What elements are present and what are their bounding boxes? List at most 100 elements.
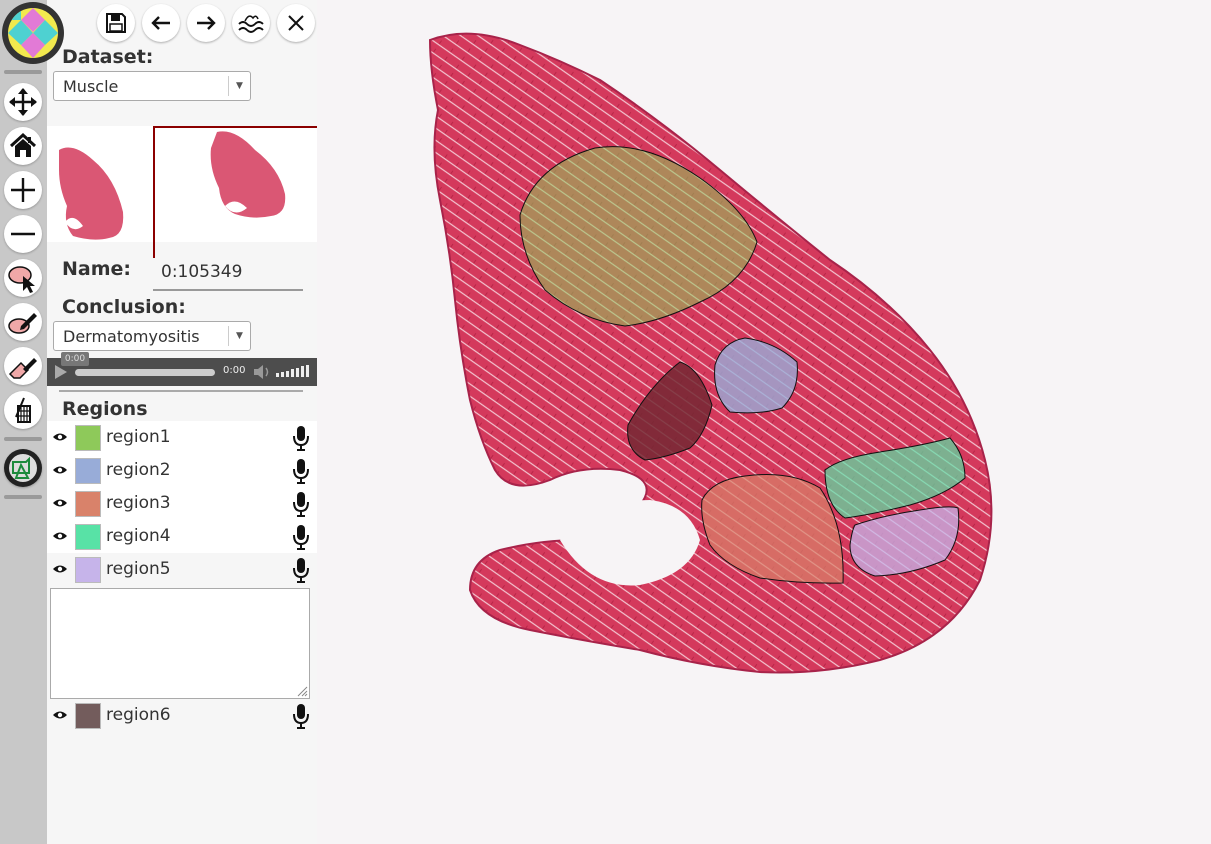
eye-icon[interactable] <box>52 709 68 721</box>
toolbar-divider <box>4 437 42 441</box>
regions-label: Regions <box>62 398 148 420</box>
volume-slider[interactable] <box>276 365 310 379</box>
name-underline <box>153 289 303 291</box>
eye-icon[interactable] <box>52 464 68 476</box>
dataset-label: Dataset: <box>62 46 154 68</box>
annotation-mode-icon <box>7 452 39 484</box>
microphone-icon[interactable] <box>293 425 309 451</box>
region-name[interactable]: region5 <box>106 559 171 579</box>
region-color-swatch[interactable] <box>75 703 101 729</box>
eye-icon[interactable] <box>52 563 68 575</box>
tissue-gap <box>560 500 700 586</box>
erase-region-icon <box>8 358 37 379</box>
logo-icon <box>5 5 61 61</box>
move-icon <box>9 88 37 116</box>
tissue-section <box>428 32 993 674</box>
home-button[interactable] <box>4 127 42 165</box>
region-color-swatch[interactable] <box>75 425 101 451</box>
close-icon <box>288 15 304 31</box>
conclusion-value: Dermatomyositis <box>63 327 200 346</box>
zoom-in-button[interactable] <box>4 171 42 209</box>
region6-annotation[interactable] <box>627 361 713 461</box>
section-divider <box>59 390 303 392</box>
audio-player: 0:00 0:00 <box>47 352 317 386</box>
audio-progress-bar[interactable] <box>75 369 215 376</box>
name-label: Name: <box>62 258 132 280</box>
slice-thumbnail[interactable] <box>53 142 133 246</box>
region-notes-textarea[interactable] <box>50 588 310 699</box>
zoom-out-icon <box>11 232 35 236</box>
region5-annotation[interactable] <box>849 506 960 577</box>
region-name[interactable]: region6 <box>106 705 171 725</box>
conclusion-label: Conclusion: <box>62 296 186 318</box>
eye-icon[interactable] <box>52 530 68 542</box>
name-value[interactable]: 0:105349 <box>161 262 243 282</box>
draw-region-icon <box>8 313 37 334</box>
measure-icon <box>15 397 31 423</box>
region-row[interactable]: region4 <box>47 520 317 553</box>
audio-tooltip: 0:00 <box>61 352 89 366</box>
toolbar <box>0 0 64 844</box>
microphone-icon[interactable] <box>293 524 309 550</box>
chevron-down-icon: ▼ <box>228 76 250 96</box>
ontology-button[interactable] <box>232 4 270 42</box>
undo-button[interactable] <box>142 4 180 42</box>
move-tool-button[interactable] <box>4 83 42 121</box>
erase-region-button[interactable] <box>4 347 42 385</box>
redo-icon <box>197 16 216 30</box>
eye-icon[interactable] <box>52 497 68 509</box>
region4-annotation[interactable] <box>824 437 966 519</box>
microphone-icon[interactable] <box>293 557 309 583</box>
region-row[interactable]: region3 <box>47 487 317 520</box>
name-row: Name: 0:105349 <box>47 256 317 292</box>
resize-grip-icon[interactable] <box>296 685 308 697</box>
region-color-swatch[interactable] <box>75 524 101 550</box>
region-color-swatch[interactable] <box>75 557 101 583</box>
region-name[interactable]: region4 <box>106 526 171 546</box>
draw-region-button[interactable] <box>4 303 42 341</box>
slice-thumbnails <box>47 126 319 258</box>
microphone-icon[interactable] <box>293 703 309 729</box>
region-row[interactable]: region1 <box>47 421 317 454</box>
zoom-in-icon <box>11 178 35 202</box>
play-icon[interactable] <box>52 363 70 381</box>
selected-slice-frame[interactable] <box>153 126 319 258</box>
region-row[interactable]: region6 <box>47 699 317 732</box>
chevron-down-icon: ▼ <box>228 326 250 346</box>
slice-thumbnail <box>210 131 286 218</box>
home-icon <box>9 132 37 157</box>
audio-time: 0:00 <box>223 365 246 376</box>
measure-button[interactable] <box>4 391 42 429</box>
region-row[interactable]: region5 <box>47 553 317 586</box>
select-region-button[interactable] <box>4 259 42 297</box>
eye-icon[interactable] <box>52 431 68 443</box>
microphone-icon[interactable] <box>293 458 309 484</box>
image-viewer[interactable] <box>317 0 1211 844</box>
region-name[interactable]: region1 <box>106 427 171 447</box>
undo-icon <box>151 16 170 30</box>
zoom-out-button[interactable] <box>4 215 42 253</box>
toolbar-divider <box>4 495 42 499</box>
region-color-swatch[interactable] <box>75 491 101 517</box>
region-name[interactable]: region2 <box>106 460 171 480</box>
region-name[interactable]: region3 <box>106 493 171 513</box>
dataset-select[interactable]: Muscle ▼ <box>53 71 251 101</box>
select-region-icon <box>8 266 35 293</box>
save-button[interactable] <box>97 4 135 42</box>
toolbar-divider <box>4 70 42 74</box>
logo-button[interactable] <box>2 2 64 64</box>
redo-button[interactable] <box>187 4 225 42</box>
region-color-swatch[interactable] <box>75 458 101 484</box>
region1-annotation[interactable] <box>519 146 758 327</box>
dataset-value: Muscle <box>63 77 119 96</box>
conclusion-select[interactable]: Dermatomyositis ▼ <box>53 321 251 351</box>
microphone-icon[interactable] <box>293 491 309 517</box>
close-button[interactable] <box>277 4 315 42</box>
tissue-slide <box>428 32 993 674</box>
region3-annotation[interactable] <box>701 474 844 584</box>
region-row[interactable]: region2 <box>47 454 317 487</box>
volume-icon[interactable] <box>252 363 272 381</box>
region2-annotation[interactable] <box>714 337 798 414</box>
annotation-mode-button[interactable] <box>4 449 42 487</box>
save-icon <box>106 13 126 33</box>
